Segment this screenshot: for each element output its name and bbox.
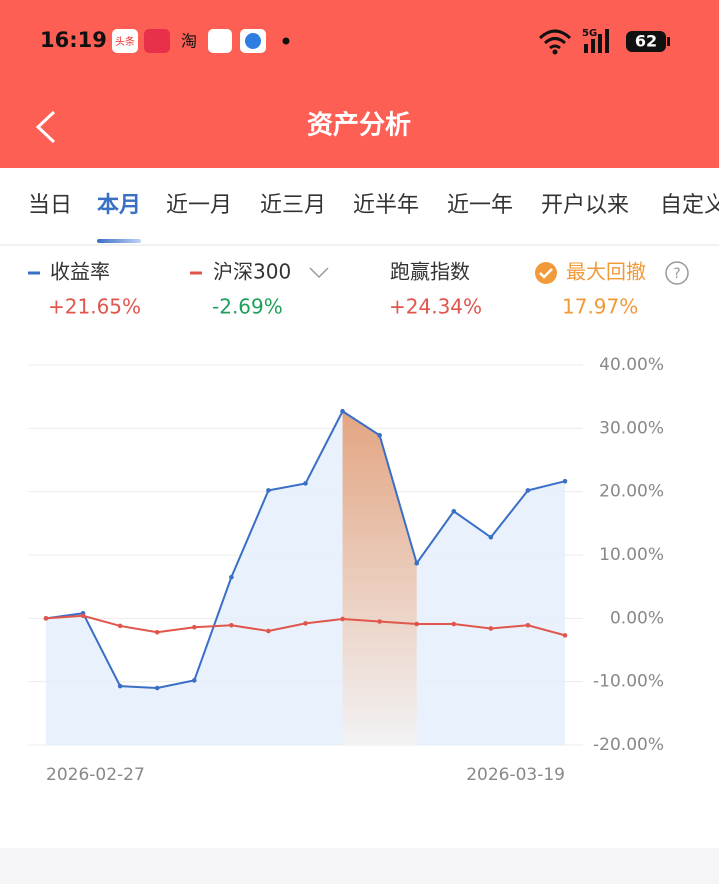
tab[interactable]: 自定义: [660, 193, 719, 218]
help-icon[interactable]: [665, 261, 689, 285]
data-point: [525, 488, 531, 493]
data-point: [117, 683, 123, 689]
wifi-icon: [552, 49, 558, 55]
data-point: [191, 678, 197, 683]
data-point: [414, 560, 420, 566]
header-bg: [0, 0, 719, 168]
y-tick-label: 0.00%: [610, 608, 664, 628]
area: [46, 411, 565, 745]
data-point: [266, 628, 271, 634]
y-tick-label: 20.00%: [599, 482, 664, 502]
data-point: [266, 488, 271, 493]
y-tick-label: -10.00%: [593, 672, 664, 692]
app-label: 淘: [181, 32, 197, 51]
app-label: 头条: [115, 35, 135, 48]
checkbox: [539, 268, 553, 279]
battery-level: 62: [635, 32, 657, 51]
legend-value: 17.97%: [562, 295, 638, 319]
data-point: [414, 621, 420, 627]
data-point: [562, 633, 568, 638]
data-point: [488, 534, 494, 540]
app-icon: [112, 29, 138, 53]
data-point: [303, 621, 308, 626]
tab[interactable]: 近半年: [353, 193, 419, 218]
y-tick-label: -20.00%: [593, 735, 664, 755]
legend-value: +21.65%: [48, 295, 141, 319]
data-point: [154, 629, 160, 635]
data-point: [340, 616, 345, 622]
checkbox[interactable]: [535, 262, 557, 284]
legend-label: 收益率: [50, 260, 110, 284]
legend-label: 最大回撤: [566, 260, 646, 284]
legend-label: 沪深300: [213, 260, 291, 284]
notification-dot: [282, 37, 290, 45]
data-point: [525, 623, 531, 628]
data-point: [80, 613, 86, 619]
data-point: [488, 626, 494, 631]
network-type: 5G: [582, 28, 597, 39]
tab[interactable]: 近三月: [260, 193, 326, 218]
tab[interactable]: 当日: [28, 193, 72, 218]
page-title: 资产分析: [307, 111, 411, 141]
data-point: [451, 621, 457, 627]
data-point: [117, 623, 123, 629]
data-point: [562, 478, 568, 484]
y-tick-label: 10.00%: [599, 545, 664, 565]
data-point: [229, 623, 234, 628]
tab[interactable]: 本月: [97, 193, 141, 218]
legend-value: +24.34%: [389, 295, 482, 319]
tab[interactable]: 开户以来: [541, 193, 629, 218]
footer-bg: [0, 848, 719, 884]
data-point: [43, 616, 49, 621]
data-point: [154, 685, 160, 691]
drawdown-area: [342, 411, 417, 745]
data-point: [377, 619, 382, 624]
data-point: [191, 624, 197, 630]
y-tick-label: 40.00%: [599, 355, 664, 375]
x-tick-label: 2026-02-27: [46, 765, 145, 785]
x-tick-label: 2026-03-19: [466, 765, 565, 785]
data-point: [451, 509, 457, 514]
app-icon: [208, 29, 232, 53]
app-icon: [245, 33, 261, 49]
tab-underline: [97, 239, 141, 243]
legend-value: -2.69%: [212, 295, 283, 319]
back-button[interactable]: [35, 110, 56, 144]
battery-icon: [667, 37, 670, 46]
help-icon: ?: [673, 266, 680, 282]
data-point: [303, 481, 308, 486]
data-point: [377, 433, 382, 438]
signal-icon: [584, 29, 609, 53]
data-point: [229, 574, 234, 580]
tab[interactable]: 近一月: [166, 193, 232, 218]
tab[interactable]: 近一年: [447, 193, 513, 218]
app-icon: [144, 29, 170, 53]
battery-icon: [626, 31, 666, 52]
wifi-icon: [538, 29, 572, 50]
y-tick-label: 30.00%: [599, 418, 664, 438]
dropdown-chevron[interactable]: [309, 267, 329, 279]
data-point: [340, 408, 345, 414]
status-time: 16:19: [40, 28, 107, 52]
legend-label: 跑赢指数: [390, 260, 470, 284]
